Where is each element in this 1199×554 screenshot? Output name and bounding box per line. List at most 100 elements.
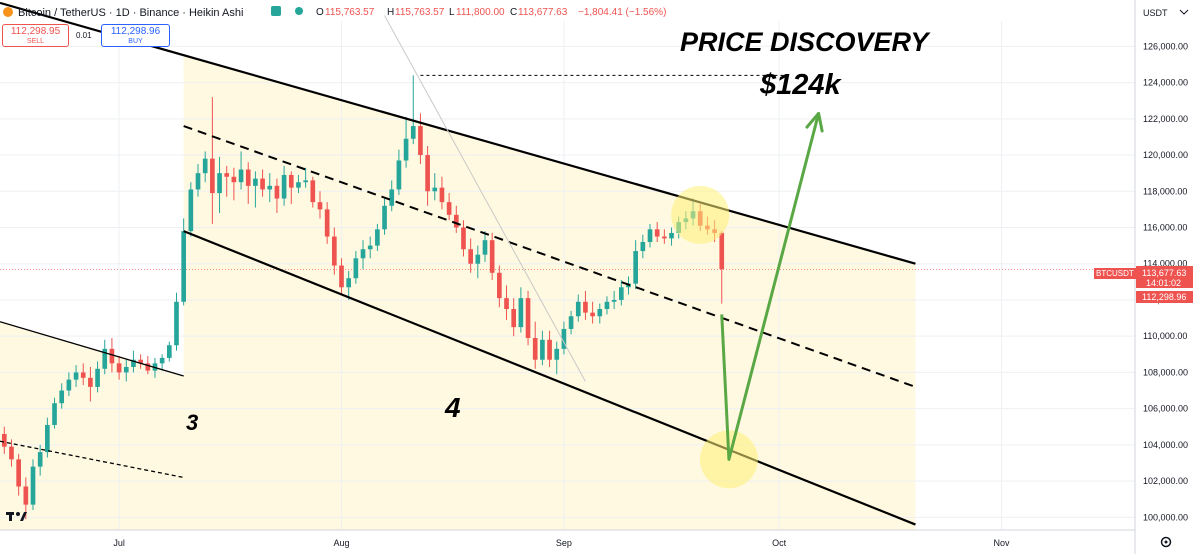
y-tick-label: 124,000.00 — [1143, 78, 1188, 88]
candle-body — [418, 126, 423, 156]
candle-body — [16, 459, 21, 487]
candle-body — [166, 345, 172, 358]
candle-body — [547, 339, 552, 360]
candle-body — [561, 328, 567, 349]
candle-body — [410, 126, 416, 139]
candle-body — [116, 363, 122, 373]
candle-body — [662, 236, 667, 239]
candle-body — [267, 185, 273, 190]
wave3-channel-line — [0, 321, 184, 377]
target-price-label: $124k — [759, 69, 843, 101]
candle-body — [95, 368, 100, 387]
candle-body — [73, 372, 79, 380]
chart-header: Bitcoin / TetherUS · 1D · Binance · Heik… — [3, 6, 666, 19]
candle-body — [511, 309, 517, 328]
candle-body — [633, 251, 638, 284]
candle-body — [360, 249, 366, 259]
y-tick-label: 108,000.00 — [1143, 367, 1188, 377]
low-label: L — [449, 7, 455, 18]
y-tick-label: 122,000.00 — [1143, 114, 1188, 124]
candle-body — [274, 185, 280, 199]
last-price-tag: 113,677.63 — [1142, 268, 1186, 278]
wave3-dashed-line — [0, 440, 184, 479]
candle-body — [30, 466, 36, 505]
candle-body — [669, 232, 674, 239]
candle-body — [202, 158, 208, 174]
y-tick-label: 114,000.00 — [1143, 259, 1187, 269]
candle-body — [540, 339, 545, 360]
sell-button[interactable]: 112,298.95 SELL — [2, 24, 69, 47]
candle-body — [296, 182, 301, 188]
candle-body — [23, 486, 29, 505]
sell-label: SELL — [26, 38, 45, 45]
high-value: 115,763.57 — [395, 7, 445, 18]
candle-body — [109, 348, 115, 364]
candle-body — [37, 452, 43, 467]
candle-body — [382, 205, 387, 230]
candle-body — [52, 403, 57, 425]
candle-body — [131, 359, 136, 367]
candle-body — [647, 229, 653, 242]
currency-label[interactable]: USDT — [1143, 8, 1168, 18]
candle-body — [80, 372, 86, 378]
candle-body — [231, 176, 237, 183]
close-value: 113,677.63 — [518, 7, 568, 18]
candle-body — [353, 258, 359, 279]
symbol-title[interactable]: Bitcoin / TetherUS · 1D · Binance · Heik… — [18, 7, 243, 19]
background-layer — [0, 55, 916, 530]
gear-icon[interactable] — [1160, 536, 1172, 548]
candle-body — [238, 169, 244, 183]
candle-body — [281, 174, 287, 199]
candle-body — [303, 180, 308, 183]
bid-tag: 112,298.96 — [1142, 292, 1186, 302]
candle-body — [583, 301, 588, 313]
spread-value: 0.01 — [76, 31, 92, 40]
low-value: 111,800.00 — [456, 7, 505, 18]
y-tick-label: 102,000.00 — [1143, 476, 1188, 486]
candle-body — [138, 359, 143, 364]
candle-body — [288, 174, 294, 188]
y-tick-label: 100,000.00 — [1143, 512, 1188, 522]
candle-body — [453, 214, 459, 228]
sell-price: 112,298.95 — [10, 26, 61, 37]
countdown-tag: 14:01:02 — [1146, 278, 1181, 288]
candle-body — [45, 424, 50, 453]
wave-3-label: 3 — [186, 410, 198, 435]
change-value: −1,804.41 (−1.56%) — [578, 7, 666, 18]
x-tick-label: Aug — [333, 538, 349, 548]
candle-body — [482, 240, 488, 255]
candle-body — [575, 301, 581, 317]
candle-body — [188, 189, 194, 232]
candle-body — [403, 138, 409, 161]
candle-body — [611, 299, 617, 302]
candle-body — [102, 348, 108, 369]
candle-body — [396, 160, 402, 190]
symbol-tag-bg — [1094, 268, 1136, 279]
candle-body — [604, 301, 610, 310]
market-open-icon — [271, 6, 281, 16]
buy-price: 112,298.96 — [110, 26, 161, 37]
open-label: O — [316, 7, 324, 18]
wave3-shading — [0, 321, 184, 530]
candle-body — [525, 298, 531, 338]
candle-body — [310, 180, 316, 203]
open-value: 115,763.57 — [325, 7, 375, 18]
candle-body — [159, 357, 165, 364]
candle-body — [432, 187, 438, 192]
thin-trend-line — [384, 15, 586, 382]
upper-touch-highlight — [671, 185, 730, 244]
buy-button[interactable]: 112,298.96 BUY — [101, 24, 170, 47]
x-tick-label: Sep — [556, 538, 572, 548]
candle-body — [331, 236, 337, 266]
candle-body — [439, 187, 445, 203]
chevron-down-icon[interactable] — [1179, 9, 1189, 15]
candle-body — [245, 169, 251, 186]
candle-body — [654, 229, 660, 237]
y-tick-label: 116,000.00 — [1143, 222, 1187, 232]
candle-body — [590, 312, 595, 317]
channel-lower-line — [183, 230, 916, 526]
channel-shading — [183, 55, 916, 530]
y-tick-label: 118,000.00 — [1143, 186, 1187, 196]
candle-body — [446, 202, 452, 215]
